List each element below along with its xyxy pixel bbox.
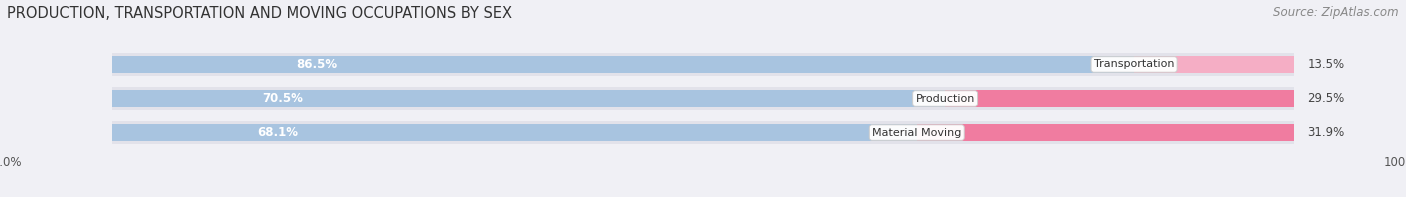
Legend: Male, Female: Male, Female: [638, 194, 768, 197]
Bar: [112, 87, 1294, 110]
Text: Transportation: Transportation: [1094, 59, 1174, 70]
Bar: [112, 124, 917, 141]
Text: Material Moving: Material Moving: [872, 127, 962, 138]
Text: 13.5%: 13.5%: [1308, 58, 1344, 71]
Bar: [917, 124, 1294, 141]
Text: 29.5%: 29.5%: [1308, 92, 1344, 105]
Bar: [1135, 56, 1294, 73]
Bar: [112, 90, 945, 107]
Text: PRODUCTION, TRANSPORTATION AND MOVING OCCUPATIONS BY SEX: PRODUCTION, TRANSPORTATION AND MOVING OC…: [7, 6, 512, 21]
Text: 86.5%: 86.5%: [297, 58, 337, 71]
Bar: [112, 56, 1135, 73]
Text: Source: ZipAtlas.com: Source: ZipAtlas.com: [1274, 6, 1399, 19]
Text: 68.1%: 68.1%: [257, 126, 298, 139]
Bar: [112, 121, 1294, 144]
Bar: [945, 90, 1294, 107]
Text: Production: Production: [915, 94, 974, 103]
Text: 31.9%: 31.9%: [1308, 126, 1344, 139]
Bar: [112, 53, 1294, 76]
Text: 70.5%: 70.5%: [263, 92, 304, 105]
